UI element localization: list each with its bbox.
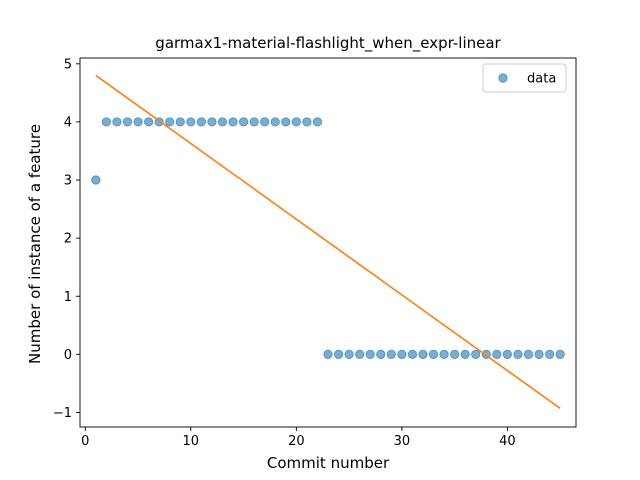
data-point bbox=[407, 349, 418, 359]
data-point bbox=[376, 349, 386, 359]
data-point bbox=[365, 349, 375, 359]
y-axis-label: Number of instance of a feature bbox=[26, 124, 44, 364]
data-point bbox=[175, 117, 185, 127]
data-point bbox=[260, 117, 270, 127]
legend-marker bbox=[498, 73, 508, 83]
y-tick-label: 0 bbox=[64, 348, 72, 363]
data-point bbox=[323, 349, 333, 359]
x-tick-label: 30 bbox=[394, 434, 411, 449]
data-point bbox=[460, 349, 470, 359]
y-tick-label: 1 bbox=[64, 290, 72, 305]
data-point bbox=[143, 117, 154, 127]
data-point bbox=[122, 117, 133, 127]
data-point bbox=[291, 117, 301, 127]
data-point bbox=[492, 349, 502, 359]
data-point bbox=[471, 349, 481, 359]
chart-title: garmax1-material-flashlight_when_expr-li… bbox=[155, 34, 501, 53]
data-point bbox=[450, 349, 460, 359]
x-tick-label: 0 bbox=[81, 434, 89, 449]
fit-line bbox=[95, 74, 561, 410]
data-point bbox=[207, 117, 217, 127]
data-point bbox=[344, 349, 354, 359]
data-point bbox=[333, 349, 344, 359]
data-point bbox=[112, 117, 122, 127]
data-point bbox=[545, 349, 555, 359]
data-point bbox=[270, 117, 280, 127]
data-point bbox=[238, 117, 249, 127]
y-tick-label: 4 bbox=[64, 115, 72, 130]
y-tick-label: −1 bbox=[53, 406, 72, 421]
y-tick-label: 3 bbox=[64, 174, 72, 189]
y-axis: −1 0 1 2 3 4 5 bbox=[53, 57, 80, 421]
x-tick-label: 20 bbox=[288, 434, 305, 449]
x-axis: 0 10 20 30 40 bbox=[81, 427, 516, 449]
data-point bbox=[217, 117, 228, 127]
x-tick-label: 40 bbox=[499, 434, 516, 449]
data-point bbox=[355, 349, 365, 359]
axes-frame bbox=[79, 57, 577, 428]
data-point bbox=[302, 117, 312, 127]
data-point bbox=[439, 349, 449, 359]
data-point bbox=[555, 349, 565, 359]
data-point bbox=[397, 349, 407, 359]
data-point bbox=[249, 117, 259, 127]
legend-box bbox=[482, 63, 567, 93]
data-point bbox=[165, 117, 175, 127]
legend-label: data bbox=[527, 72, 556, 87]
data-point bbox=[196, 117, 206, 127]
plot-area bbox=[79, 57, 577, 428]
y-tick-label: 5 bbox=[64, 57, 72, 72]
y-tick-label: 2 bbox=[64, 232, 72, 247]
data-point bbox=[418, 349, 428, 359]
data-point bbox=[228, 117, 238, 127]
data-point bbox=[91, 175, 101, 185]
data-point bbox=[428, 349, 439, 359]
data-point bbox=[386, 349, 396, 359]
x-tick-label: 10 bbox=[183, 434, 200, 449]
data-point bbox=[534, 349, 544, 359]
data-point bbox=[502, 349, 513, 359]
data-point bbox=[101, 117, 111, 127]
data-point bbox=[513, 349, 523, 359]
data-point bbox=[186, 117, 196, 127]
data-point bbox=[523, 349, 534, 359]
data-point bbox=[312, 117, 323, 127]
x-axis-label: Commit number bbox=[267, 454, 390, 472]
data-point bbox=[281, 117, 291, 127]
data-point bbox=[133, 117, 143, 127]
legend: data bbox=[482, 63, 567, 93]
